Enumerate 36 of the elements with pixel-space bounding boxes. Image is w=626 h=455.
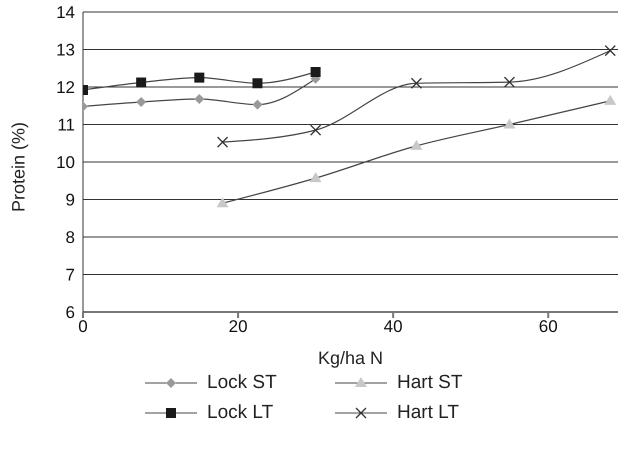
y-tick-label: 12 <box>56 78 75 98</box>
y-tick-label: 6 <box>66 303 75 322</box>
point <box>604 44 616 56</box>
legend-label: Hart LT <box>397 402 459 424</box>
y-tick-label: 9 <box>66 190 75 210</box>
point <box>252 100 262 110</box>
point <box>604 94 616 105</box>
point <box>310 67 321 77</box>
point <box>216 197 229 208</box>
point <box>503 118 516 128</box>
y-tick-label: 8 <box>66 228 75 248</box>
point <box>216 136 228 148</box>
point <box>136 78 146 88</box>
y-tick-label: 11 <box>57 116 75 135</box>
point <box>310 124 322 136</box>
y-tick-label: 14 <box>56 3 75 22</box>
x-tick-label: 40 <box>384 317 403 336</box>
point <box>252 78 262 88</box>
point <box>310 172 322 182</box>
point <box>410 140 422 150</box>
y-tick-label: 13 <box>56 40 75 60</box>
y-tick-label: 7 <box>66 266 75 285</box>
point <box>194 94 204 104</box>
point <box>504 76 516 88</box>
x-tick-label: 0 <box>78 317 88 336</box>
legend-label: Lock LT <box>207 402 274 424</box>
point <box>194 72 204 83</box>
point <box>136 97 146 107</box>
x-tick-label: 60 <box>538 317 558 336</box>
point <box>410 78 422 89</box>
legend-label: Lock ST <box>207 372 277 394</box>
x-tick-label: 20 <box>228 317 248 336</box>
x-axis-title: Kg/ha N <box>318 348 384 368</box>
y-tick-label: 10 <box>56 153 75 172</box>
y-axis-title: Protein (%) <box>8 122 28 212</box>
legend-label: Hart ST <box>397 372 462 394</box>
